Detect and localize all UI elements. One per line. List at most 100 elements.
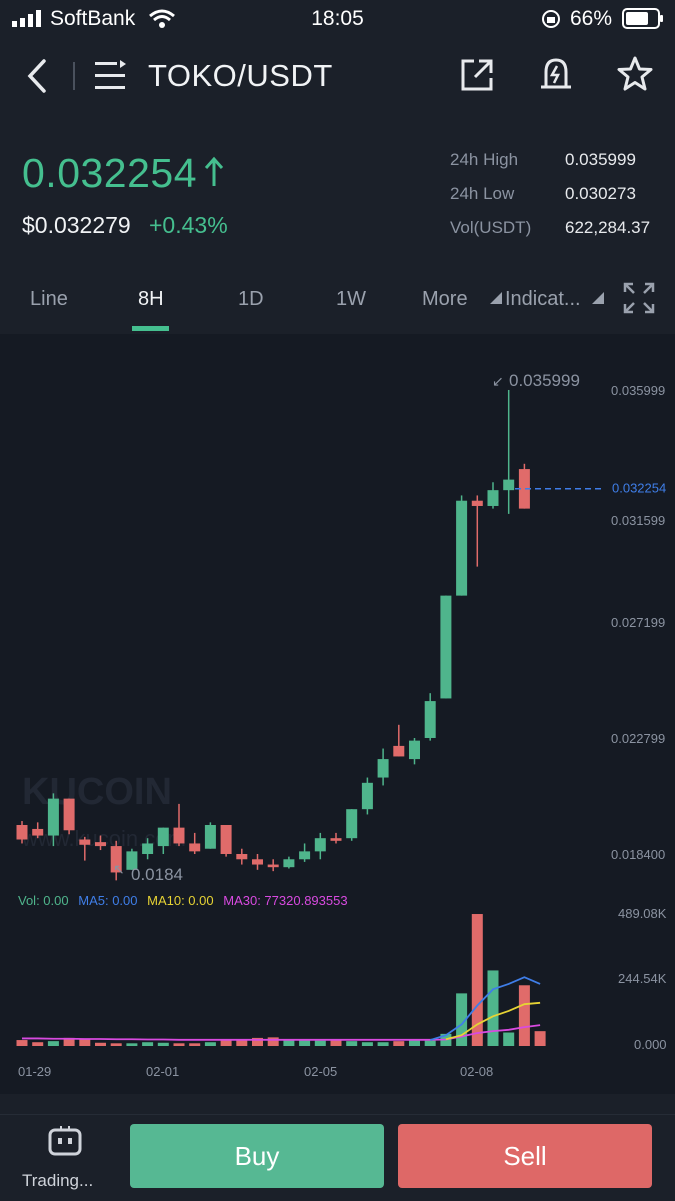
- stat-value-high: 0.035999: [565, 150, 636, 169]
- price-up-arrow-icon: [204, 156, 224, 186]
- bottom-action-bar: Trading... Buy Sell: [0, 1114, 675, 1201]
- candle-body: [47, 798, 59, 836]
- candle-body: [236, 854, 248, 860]
- candle-body: [456, 500, 468, 596]
- candle-body: [126, 851, 138, 870]
- header: TOKO/USDT: [0, 38, 675, 118]
- trading-label[interactable]: Trading...: [22, 1171, 94, 1190]
- time-axis-label: 02-08: [460, 1064, 493, 1079]
- pair-title[interactable]: TOKO/USDT: [148, 58, 333, 93]
- legend-ma5: MA5: 0.00: [78, 893, 137, 908]
- volume-bar: [330, 1040, 342, 1046]
- trading-bot-icon[interactable]: [47, 1125, 83, 1157]
- candle-body: [409, 740, 420, 760]
- volume-axis-label: 0.000: [634, 1037, 667, 1052]
- price-axis-label: 0.031599: [611, 513, 665, 528]
- candle-body: [361, 782, 373, 810]
- candle-body: [440, 595, 452, 699]
- tab-1w[interactable]: 1W: [336, 288, 366, 310]
- candle-body: [16, 824, 28, 840]
- orientation-lock-icon: [542, 10, 560, 28]
- volume-bar: [299, 1040, 311, 1046]
- buy-button[interactable]: Buy: [130, 1124, 384, 1188]
- volume-bar: [32, 1042, 44, 1046]
- usd-price: $0.032279: [22, 212, 131, 238]
- ma5-line: [429, 976, 541, 1041]
- tab-8h[interactable]: 8H: [138, 288, 164, 310]
- volume-bar: [346, 1041, 358, 1046]
- tab-1d[interactable]: 1D: [238, 288, 264, 310]
- tab-line[interactable]: Line: [30, 288, 68, 310]
- favorite-star-icon[interactable]: [616, 56, 654, 92]
- tab-more[interactable]: More: [422, 288, 468, 310]
- stat-label-low: 24h Low: [450, 184, 515, 203]
- volume-bar: [456, 993, 468, 1046]
- stat-label-high: 24h High: [450, 150, 519, 169]
- watermark-logo: KUCOIN: [22, 771, 172, 813]
- volume-bar: [236, 1040, 248, 1046]
- candle-body: [63, 798, 75, 831]
- candle-body: [173, 827, 185, 844]
- volume-bar: [409, 1040, 420, 1046]
- price-change: +0.43%: [149, 212, 228, 238]
- volume-axis-label: 244.54K: [618, 971, 667, 986]
- volume-bar: [503, 1032, 515, 1046]
- fullscreen-icon[interactable]: [623, 282, 655, 314]
- candle-body: [314, 838, 326, 852]
- volume-bar: [471, 914, 483, 1046]
- indicator-legend: Vol: 0.00 MA5: 0.00 MA10: 0.00 MA30: 773…: [18, 893, 348, 908]
- candlestick-chart[interactable]: KUCOIN www.kucoin.com 0.032254 0.035999 …: [0, 334, 675, 1094]
- status-bar: SoftBank 18:05 66%: [0, 0, 675, 38]
- candle-body: [471, 500, 483, 506]
- volume-bar: [534, 1031, 546, 1046]
- time-axis-label: 02-05: [304, 1064, 337, 1079]
- battery-icon: [622, 8, 663, 29]
- volume-bar: [518, 985, 530, 1046]
- volume-bar: [189, 1043, 201, 1046]
- volume-bar: [424, 1040, 436, 1046]
- last-price: 0.032254: [22, 150, 198, 196]
- wifi-icon: [149, 9, 175, 28]
- active-tab-indicator: [132, 326, 169, 331]
- chart-area[interactable]: KUCOIN www.kucoin.com 0.032254 0.035999 …: [0, 334, 675, 1094]
- candle-body: [283, 859, 295, 868]
- candle-body: [189, 843, 201, 852]
- price-alert-icon[interactable]: [538, 56, 574, 92]
- low-marker-arrow: ↖: [113, 861, 125, 877]
- volume-bar: [361, 1042, 373, 1046]
- share-icon[interactable]: [460, 58, 494, 92]
- candle-body: [252, 859, 263, 865]
- candle-body: [330, 838, 342, 841]
- volume-bar: [393, 1041, 405, 1046]
- legend-ma10: MA10: 0.00: [147, 893, 214, 908]
- low-marker-value: 0.0184: [131, 865, 183, 884]
- time-axis-label: 01-29: [18, 1064, 51, 1079]
- sell-button[interactable]: Sell: [398, 1124, 652, 1188]
- volume-bar: [267, 1037, 279, 1046]
- stat-label-volume: Vol(USDT): [450, 218, 532, 237]
- volume-bar: [79, 1038, 91, 1046]
- volume-bar: [110, 1043, 122, 1046]
- current-price-label: 0.032254: [612, 481, 666, 496]
- price-axis-label: 0.027199: [611, 615, 665, 630]
- ma10-line: [445, 1001, 541, 1041]
- candle-body: [346, 809, 358, 839]
- candle-body: [377, 759, 389, 778]
- header-divider: [73, 62, 75, 90]
- legend-ma30: MA30: 77320.893553: [223, 893, 347, 908]
- back-icon[interactable]: [24, 58, 50, 94]
- pair-menu-icon[interactable]: [95, 60, 129, 92]
- price-axis-label: 0.035999: [611, 383, 665, 398]
- chart-footer-gap: [0, 1094, 675, 1114]
- volume-bar: [377, 1042, 389, 1046]
- stat-value-low: 0.030273: [565, 184, 636, 203]
- volume-bar: [252, 1037, 263, 1046]
- candle-body: [487, 490, 499, 506]
- more-dropdown-icon: [490, 292, 502, 304]
- tab-indicators[interactable]: Indicat...: [505, 288, 581, 310]
- candle-body: [204, 824, 216, 849]
- volume-bar: [283, 1040, 295, 1046]
- volume-bar: [47, 1041, 59, 1046]
- candle-body: [393, 745, 405, 757]
- stat-value-volume: 622,284.37: [565, 218, 651, 237]
